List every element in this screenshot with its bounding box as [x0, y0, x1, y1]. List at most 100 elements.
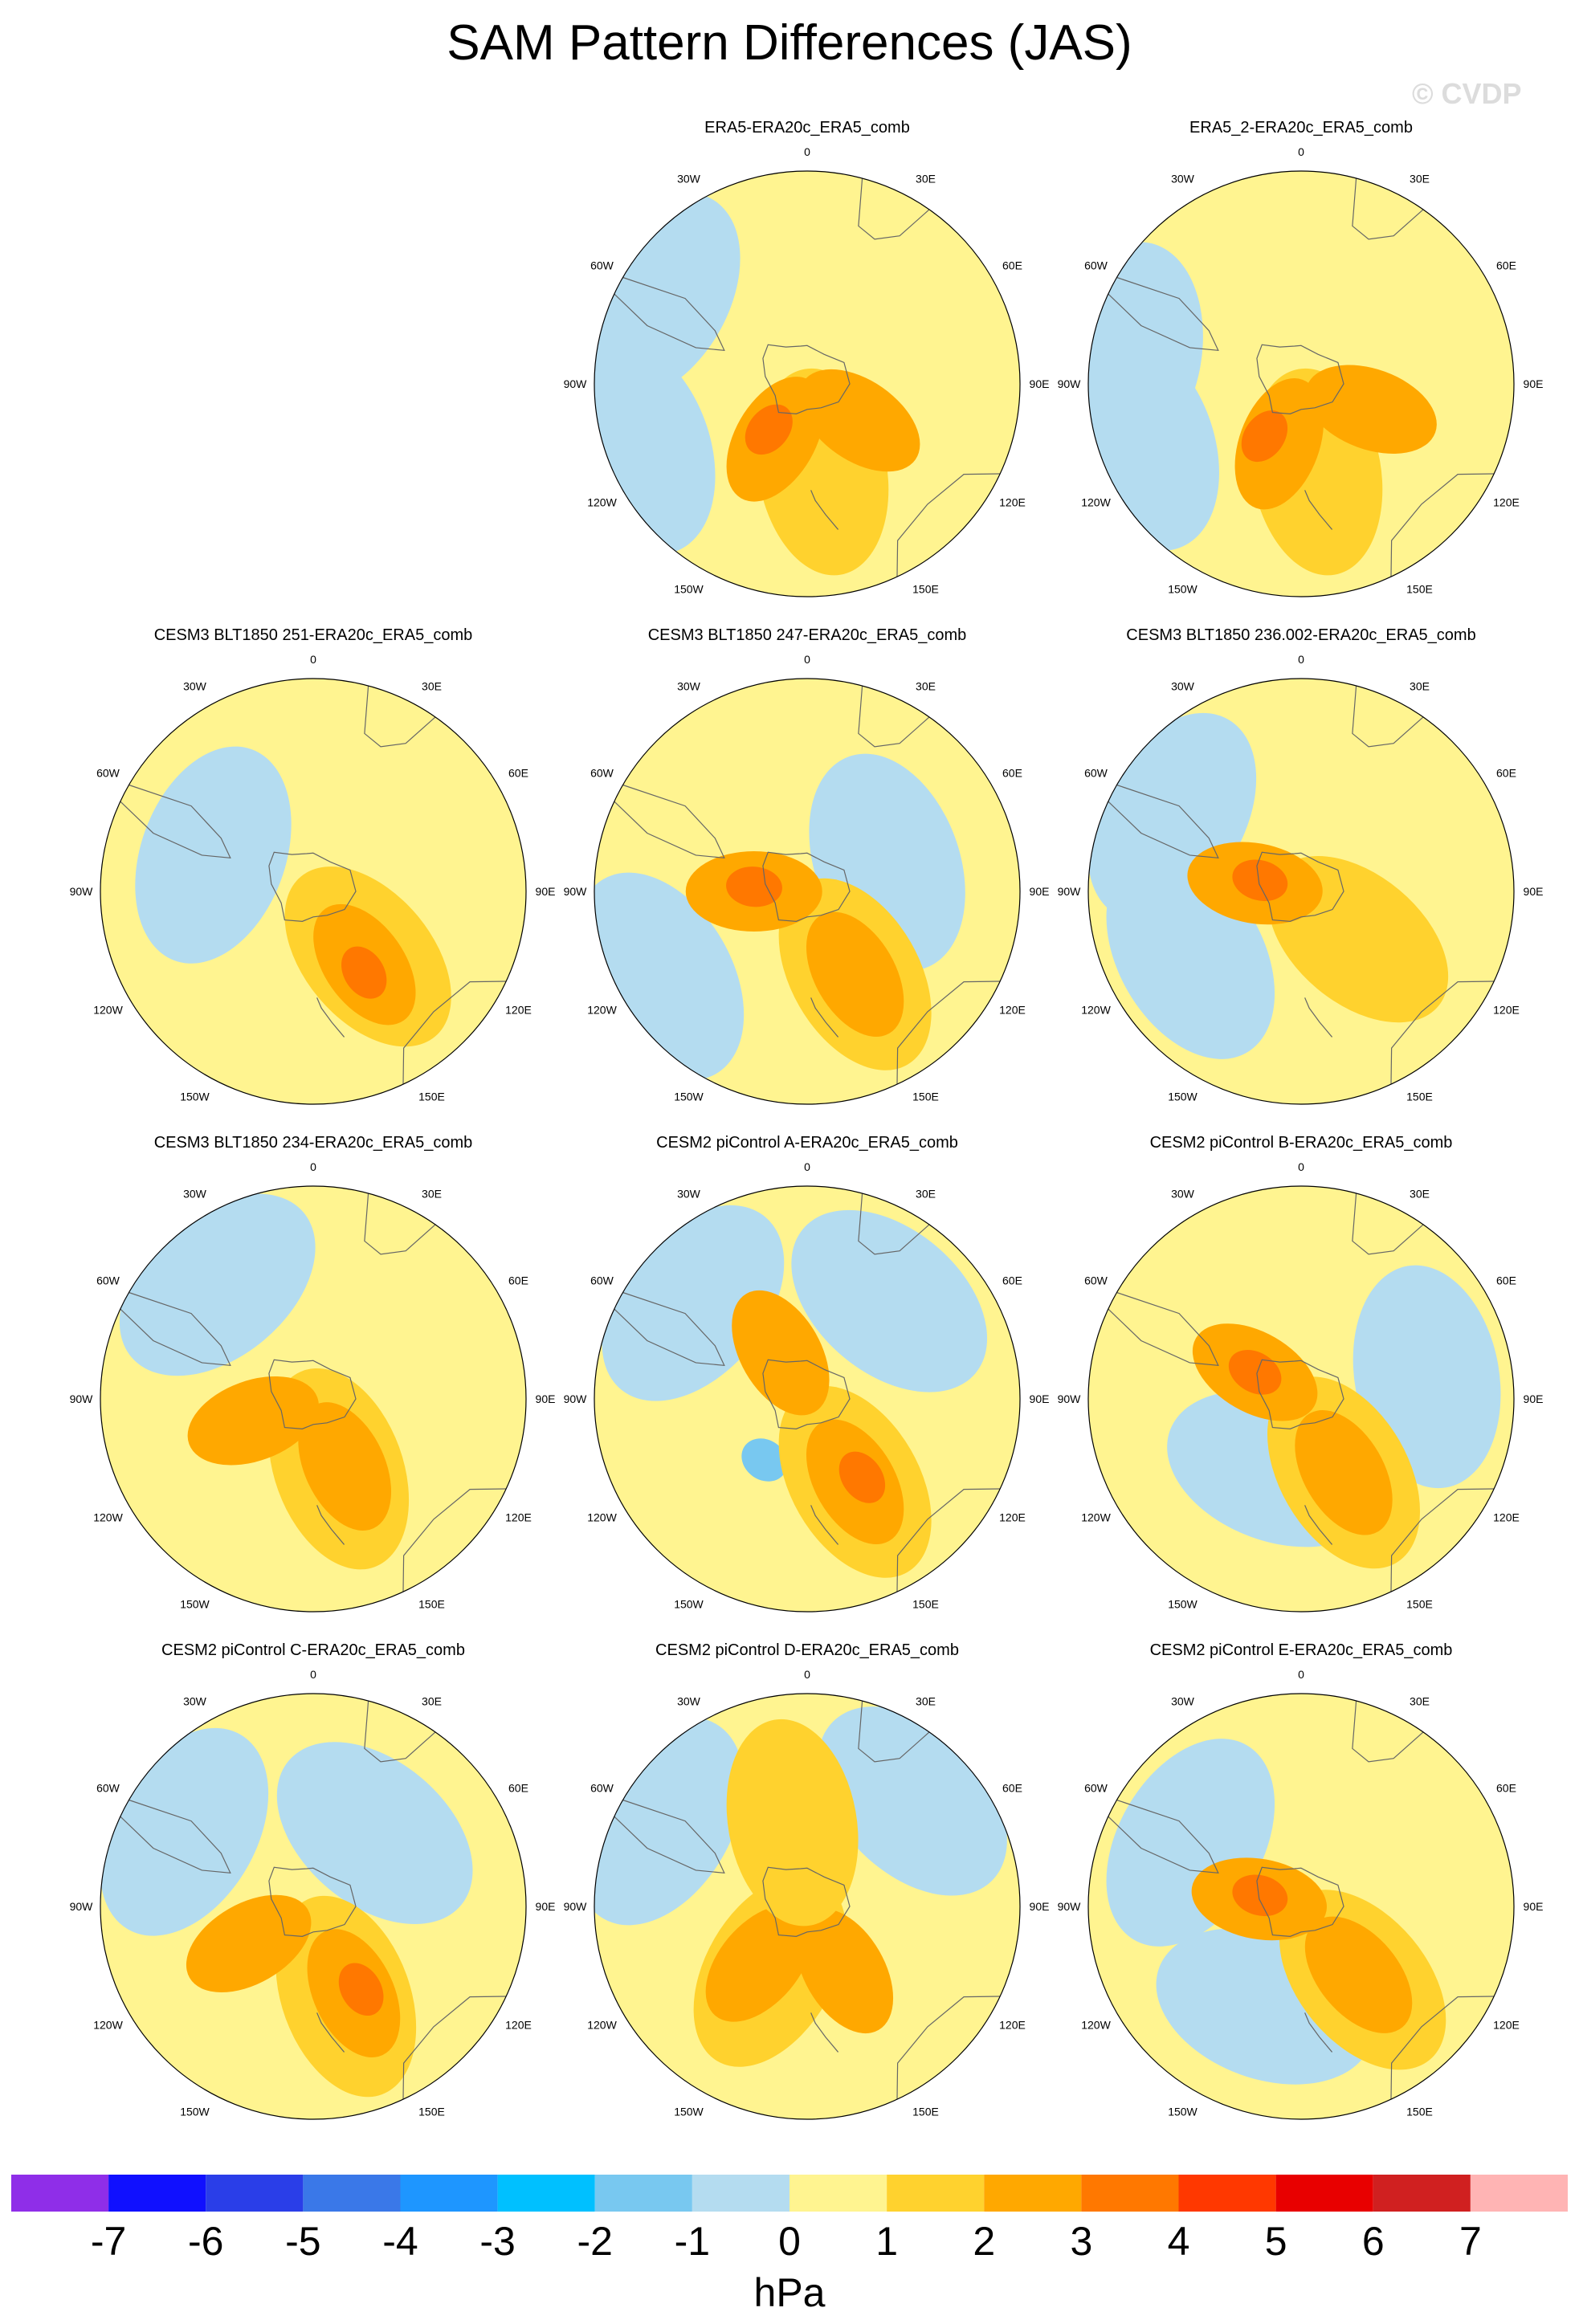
longitude-label: 30W — [677, 680, 701, 693]
positive-anomaly — [1232, 1874, 1288, 1917]
longitude-label: 30E — [916, 1188, 936, 1201]
longitude-label: 0 — [1298, 1668, 1304, 1681]
longitude-label: 90E — [536, 1392, 556, 1405]
longitude-label: 30W — [1171, 680, 1195, 693]
australia-coastline — [402, 1488, 507, 1592]
positive-anomaly — [298, 1402, 392, 1531]
longitude-label: 150E — [912, 1597, 939, 1610]
positive-anomaly — [1304, 1916, 1413, 2033]
africa-coastline — [1352, 1700, 1424, 1763]
colorbar-tick-label: 3 — [1070, 2219, 1093, 2264]
panel-title: CESM2 piControl E-ERA20c_ERA5_comb — [1149, 1641, 1453, 1659]
australia-coastline — [896, 1996, 1001, 2100]
longitude-label: 120W — [1081, 1004, 1111, 1017]
positive-anomaly — [1232, 859, 1288, 902]
map-border — [594, 170, 1021, 597]
longitude-label: 60W — [1084, 259, 1108, 272]
positive-anomaly — [732, 1290, 830, 1416]
polar-map: 030E60E90E120E150E180150W120W90W60W30W — [70, 1160, 556, 1613]
new-zealand-coastline — [1304, 1505, 1333, 1545]
colorbar-tick-label: -6 — [188, 2219, 224, 2264]
longitude-label: 120E — [505, 2019, 532, 2032]
longitude-label: 60W — [96, 767, 120, 780]
map-border — [594, 1693, 1021, 2120]
positive-anomaly — [1295, 1410, 1393, 1535]
south-america-coastline — [614, 1799, 725, 1874]
longitude-label: 120E — [999, 496, 1026, 509]
colorbar-tick-label: 7 — [1459, 2219, 1482, 2264]
south-america-coastline — [614, 276, 725, 352]
colorbar-tick-label: -1 — [674, 2219, 711, 2264]
longitude-label: 90E — [1030, 377, 1050, 390]
antarctica-coastline — [762, 1359, 851, 1429]
new-zealand-coastline — [810, 2012, 839, 2053]
africa-coastline — [858, 177, 930, 240]
longitude-label: 150W — [674, 1090, 704, 1103]
longitude-label: 60E — [508, 1274, 528, 1287]
antarctica-coastline — [762, 1866, 851, 1937]
australia-coastline — [896, 1488, 1001, 1592]
colorbar-tick-label: 4 — [1167, 2219, 1190, 2264]
south-america-coastline — [1108, 276, 1219, 352]
longitude-label: 0 — [310, 653, 316, 666]
longitude-label: 90W — [70, 885, 94, 898]
longitude-label: 60W — [590, 1274, 614, 1287]
longitude-label: 150E — [418, 1597, 445, 1610]
map-panel: CESM3 BLT1850 247-ERA20c_ERA5_comb 0 30E 60… — [558, 626, 1056, 1108]
australia-coastline — [896, 981, 1001, 1085]
map-border — [1087, 1185, 1515, 1613]
south-america-coastline — [1108, 1799, 1219, 1874]
longitude-label: 90E — [1524, 1900, 1544, 1913]
colorbar-swatch — [497, 2175, 595, 2212]
panel-title: CESM2 piControl B-ERA20c_ERA5_comb — [1149, 1134, 1453, 1152]
longitude-label: 0 — [1298, 653, 1304, 666]
africa-coastline — [858, 1700, 930, 1763]
longitude-label: 90W — [70, 1392, 94, 1405]
longitude-label: 120E — [1493, 496, 1520, 509]
longitude-label: 90E — [1030, 885, 1050, 898]
panel-title: CESM3 BLT1850 251-ERA20c_ERA5_comb — [153, 626, 473, 644]
longitude-label: 120W — [587, 1004, 617, 1017]
longitude-label: 90W — [564, 885, 588, 898]
longitude-label: 120W — [587, 496, 617, 509]
longitude-label: 0 — [804, 1160, 810, 1173]
new-zealand-coastline — [810, 997, 839, 1038]
polar-map: 030E60E90E120E150E180150W120W90W60W30W — [70, 653, 555, 1105]
panel-title: ERA5_2-ERA20c_ERA5_comb — [1189, 119, 1413, 137]
new-zealand-coastline — [316, 1505, 345, 1545]
longitude-label: 60W — [1084, 767, 1108, 780]
longitude-label: 90W — [1058, 885, 1082, 898]
south-america-coastline — [1108, 784, 1219, 859]
longitude-label: 150W — [674, 582, 704, 595]
longitude-label: 150W — [180, 1090, 210, 1103]
antarctica-coastline — [1256, 1359, 1344, 1429]
longitude-label: 0 — [804, 1668, 810, 1681]
longitude-label: 0 — [1298, 1160, 1304, 1173]
longitude-label: 60W — [96, 1782, 120, 1795]
longitude-label: 0 — [310, 1668, 316, 1681]
longitude-label: 90W — [564, 1392, 588, 1405]
map-border — [1087, 678, 1515, 1105]
colorbar-tick-label: -5 — [285, 2219, 321, 2264]
longitude-label: 150W — [1168, 582, 1198, 595]
south-america-coastline — [120, 784, 231, 859]
polar-map: 030E60E90E120E150E180150W120W90W60W30W — [564, 1668, 1050, 2120]
south-america-coastline — [120, 1291, 231, 1367]
longitude-label: 30W — [1171, 1695, 1195, 1708]
colorbar-swatch — [594, 2175, 692, 2212]
longitude-label: 0 — [804, 653, 810, 666]
antarctica-coastline — [762, 344, 851, 414]
colorbar-tick-label: 6 — [1361, 2219, 1385, 2264]
map-panel: CESM3 BLT1850 234-ERA20c_ERA5_comb 0 30E 60… — [64, 1134, 562, 1616]
longitude-label: 90E — [1524, 885, 1544, 898]
longitude-label: 150E — [912, 582, 939, 595]
longitude-label: 90E — [1030, 1900, 1050, 1913]
negative-anomaly — [276, 1742, 473, 1925]
positive-anomaly — [1305, 365, 1437, 454]
longitude-label: 150E — [1406, 1090, 1433, 1103]
map-panel: CESM2 piControl C-ERA20c_ERA5_comb 0 30E 60… — [64, 1641, 562, 2123]
south-america-coastline — [614, 784, 725, 859]
longitude-label: 90E — [1524, 377, 1544, 390]
colorbar-tick-label: 2 — [973, 2219, 996, 2264]
south-america-coastline — [614, 1291, 725, 1367]
